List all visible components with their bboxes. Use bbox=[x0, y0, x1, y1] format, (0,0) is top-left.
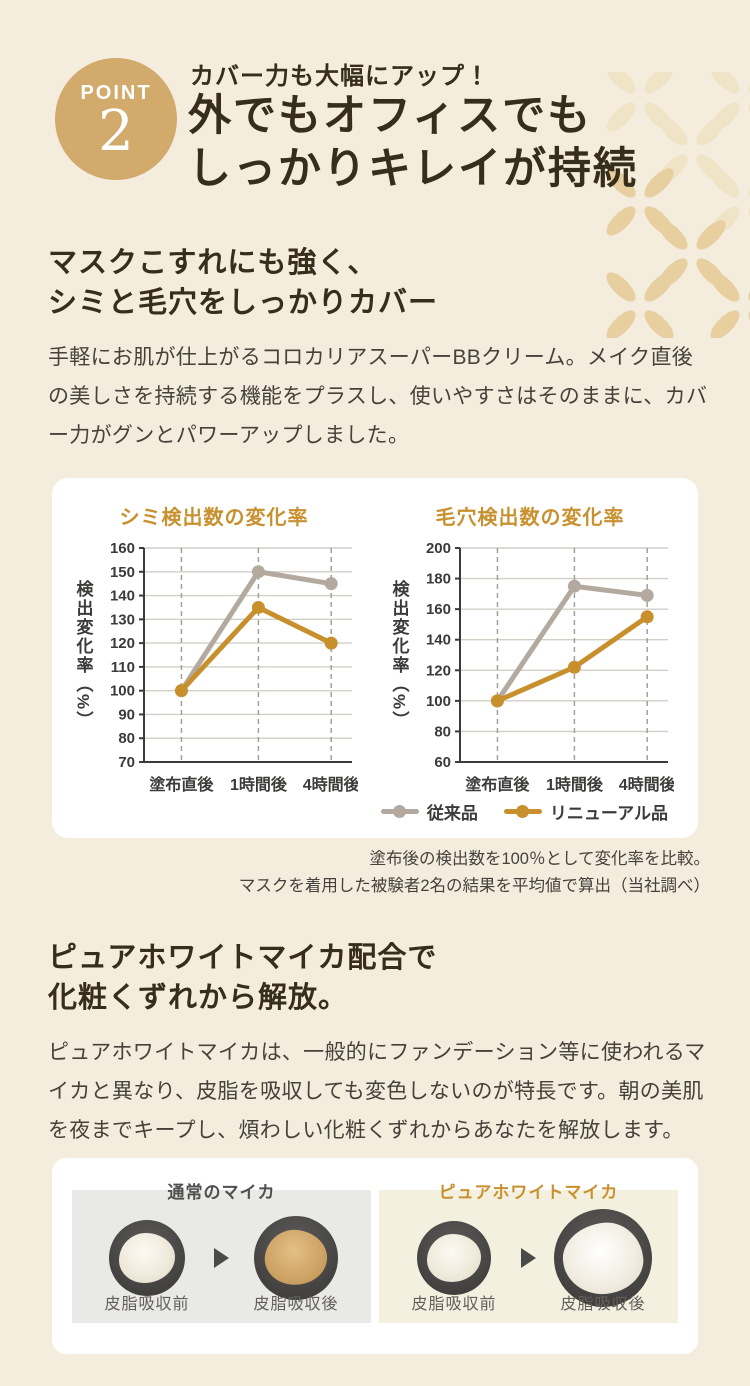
section2-heading: ピュアホワイトマイカ配合で 化粧くずれから解放。 bbox=[48, 938, 718, 1018]
pure-mica-before-label: 皮脂吸収前 bbox=[411, 1296, 497, 1313]
normal-mica-before: 皮脂吸収前 bbox=[88, 1206, 206, 1313]
svg-text:1時間後: 1時間後 bbox=[545, 775, 603, 794]
legend-item: リニューアル品 bbox=[503, 799, 668, 824]
svg-text:塗布直後: 塗布直後 bbox=[465, 775, 530, 794]
svg-text:80: 80 bbox=[118, 730, 135, 747]
svg-text:1時間後: 1時間後 bbox=[229, 775, 287, 794]
arrow-right-icon bbox=[214, 1248, 229, 1268]
point-2-badge: POINT 2 bbox=[55, 58, 177, 180]
svg-text:4時間後: 4時間後 bbox=[618, 775, 673, 794]
chart-keana-ylabel: 検出変化率（%） bbox=[389, 579, 409, 731]
legend-line-swatch bbox=[380, 805, 419, 818]
svg-text:90: 90 bbox=[118, 706, 135, 723]
chart-legend: 従来品 リニューアル品 bbox=[380, 799, 668, 824]
svg-text:塗布直後: 塗布直後 bbox=[149, 775, 214, 794]
pure-white-mica-title: ピュアホワイトマイカ bbox=[438, 1183, 619, 1202]
chart-keana-plot: 60 80 100 120 140 160 180 200 塗布直後 1時間後 4時間後 bbox=[425, 540, 673, 794]
section2-heading-line1: ピュアホワイトマイカ配合で bbox=[48, 942, 438, 974]
charts-row: シミ検出数の変化率 検出変化率（%） 70 80 90 100 110 120 130 140… bbox=[52, 478, 698, 804]
svg-text:160: 160 bbox=[109, 540, 134, 557]
chart-card: シミ検出数の変化率 検出変化率（%） 70 80 90 100 110 120 130 140… bbox=[52, 478, 698, 838]
svg-text:100: 100 bbox=[109, 683, 134, 700]
header-title-line1: 外でもオフィスでも bbox=[188, 91, 593, 141]
header-kicker: カバー力も大幅にアップ！ bbox=[190, 63, 490, 90]
point-badge-number: 2 bbox=[98, 98, 134, 164]
svg-text:100: 100 bbox=[425, 693, 450, 710]
section1-body: 手軽にお肌が仕上がるコロカリアスーパーBBクリーム。メイク直後の美しさを持続する… bbox=[48, 346, 708, 447]
normal-mica-before-image bbox=[109, 1220, 185, 1296]
svg-text:4時間後: 4時間後 bbox=[302, 775, 357, 794]
normal-mica-after-label: 皮脂吸収後 bbox=[253, 1296, 339, 1313]
chart-shimi-title: シミ検出数の変化率 bbox=[119, 507, 309, 529]
svg-text:120: 120 bbox=[109, 635, 134, 652]
header-title: 外でもオフィスでも しっかりキレイが持続 bbox=[188, 90, 638, 196]
pure-mica-before: 皮脂吸収前 bbox=[395, 1206, 513, 1313]
arrow-right-icon bbox=[521, 1248, 536, 1268]
svg-text:150: 150 bbox=[109, 564, 134, 581]
legend-dot bbox=[392, 805, 406, 818]
chart-keana-title: 毛穴検出数の変化率 bbox=[435, 507, 625, 529]
normal-mica-panel: 通常のマイカ 皮脂吸収前 皮脂吸収後 bbox=[72, 1183, 371, 1323]
section-pure-white-mica: ピュアホワイトマイカ配合で 化粧くずれから解放。 ピュアホワイトマイカは、一般的… bbox=[48, 938, 718, 1150]
legend-line-swatch bbox=[503, 805, 542, 818]
legend-label: 従来品 bbox=[426, 804, 478, 823]
tan-powder bbox=[261, 1226, 331, 1290]
pure-mica-before-image bbox=[417, 1221, 491, 1295]
mica-comparison-card: 通常のマイカ 皮脂吸収前 皮脂吸収後 ピュアホワイトマイカ bbox=[52, 1158, 698, 1354]
chart-caption: 塗布後の検出数を100％として変化率を比較。 マスクを着用した被験者2名の結果を… bbox=[239, 846, 710, 900]
pure-white-mica-panel: ピュアホワイトマイカ 皮脂吸収前 皮脂吸収後 bbox=[379, 1183, 678, 1323]
section2-body: ピュアホワイトマイカは、一般的にファンデーション等に使われるマイカと異なり、皮脂… bbox=[48, 1041, 706, 1142]
header-title-line2: しっかりキレイが持続 bbox=[188, 144, 638, 194]
svg-text:60: 60 bbox=[434, 754, 451, 771]
legend-label: リニューアル品 bbox=[549, 804, 668, 823]
normal-mica-before-label: 皮脂吸収前 bbox=[104, 1296, 190, 1313]
legend-item: 従来品 bbox=[380, 799, 478, 824]
svg-text:120: 120 bbox=[425, 662, 450, 679]
section1-heading-line1: マスクこすれにも強く、 bbox=[48, 247, 378, 279]
svg-text:110: 110 bbox=[110, 659, 134, 676]
pure-mica-after-image bbox=[554, 1209, 652, 1307]
pure-mica-after-label: 皮脂吸収後 bbox=[560, 1296, 646, 1313]
white-powder bbox=[118, 1232, 176, 1284]
chart-caption-line2: マスクを着用した被験者2名の結果を平均値で算出（当社調べ） bbox=[238, 877, 710, 895]
point-badge-label: POINT bbox=[80, 81, 152, 104]
svg-text:140: 140 bbox=[425, 632, 450, 649]
chart-shimi-plot: 70 80 90 100 110 120 130 140 150 160 塗布直後 1時間後 4時間後 bbox=[109, 540, 357, 794]
chart-caption-line1: 塗布後の検出数を100％として変化率を比較。 bbox=[369, 850, 710, 868]
normal-mica-after: 皮脂吸収後 bbox=[237, 1206, 355, 1313]
section-mask-cover: マスクこすれにも強く、 シミと毛穴をしっかりカバー 手軽にお肌が仕上がるコロカリ… bbox=[48, 243, 718, 455]
svg-text:80: 80 bbox=[434, 723, 451, 740]
white-powder bbox=[559, 1218, 647, 1298]
chart-shimi-ylabel: 検出変化率（%） bbox=[73, 579, 93, 731]
legend-dot bbox=[515, 805, 529, 818]
svg-text:130: 130 bbox=[109, 611, 134, 628]
svg-text:200: 200 bbox=[425, 540, 450, 557]
normal-mica-title: 通常のマイカ bbox=[167, 1183, 276, 1202]
svg-text:160: 160 bbox=[425, 601, 450, 618]
svg-text:70: 70 bbox=[118, 754, 135, 771]
section1-heading: マスクこすれにも強く、 シミと毛穴をしっかりカバー bbox=[48, 243, 718, 323]
svg-text:140: 140 bbox=[109, 588, 134, 605]
section1-heading-line2: シミと毛穴をしっかりカバー bbox=[48, 287, 439, 319]
normal-mica-after-image bbox=[254, 1216, 338, 1300]
svg-text:180: 180 bbox=[425, 571, 450, 588]
chart-shimi: シミ検出数の変化率 検出変化率（%） 70 80 90 100 110 120 130 140… bbox=[58, 504, 370, 804]
pure-mica-after: 皮脂吸収後 bbox=[544, 1206, 662, 1313]
white-powder bbox=[426, 1233, 482, 1283]
section2-heading-line2: 化粧くずれから解放。 bbox=[48, 982, 349, 1014]
chart-keana: 毛穴検出数の変化率 検出変化率（%） 60 80 100 120 140 160 180 20… bbox=[374, 504, 686, 804]
